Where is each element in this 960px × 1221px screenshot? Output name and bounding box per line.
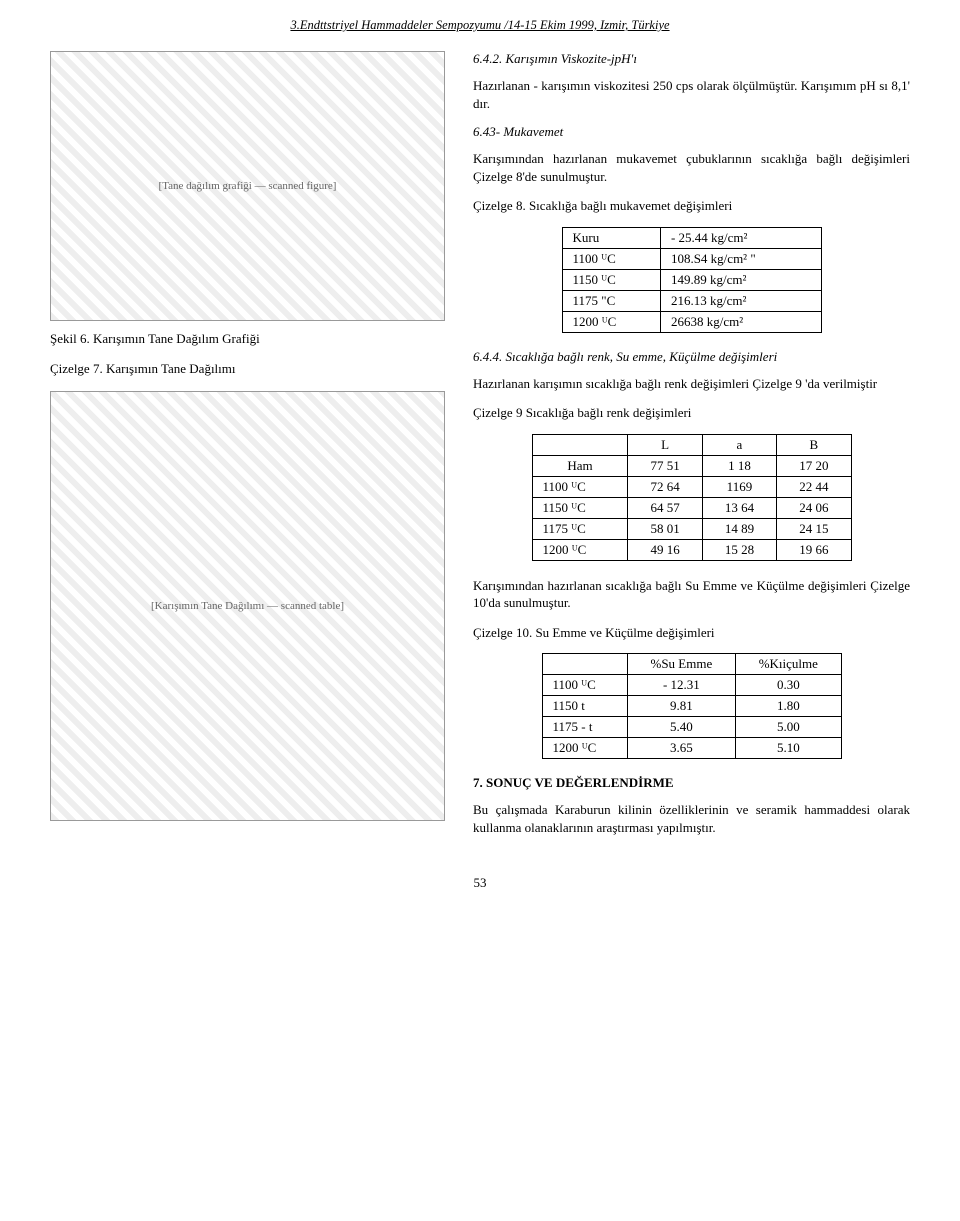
cell: 72 64 xyxy=(628,476,702,497)
cell: 1150 ᵁC xyxy=(532,497,628,518)
cell: 5.10 xyxy=(736,738,841,759)
figure-6-caption: Şekil 6. Karışımın Tane Dağılım Grafiği xyxy=(50,331,445,347)
table-row: 1100 ᵁC72 64116922 44 xyxy=(532,476,851,497)
section-644-title: 6.4.4. Sıcaklığa bağlı renk, Su emme, Kü… xyxy=(473,349,910,365)
section-643-paragraph: Karışımından hazırlanan mukavemet çubukl… xyxy=(473,150,910,185)
page-number: 53 xyxy=(50,875,910,891)
figure-6-graph: [Tane dağılım grafiği — scanned figure] xyxy=(50,51,445,321)
right-column: 6.4.2. Karışımın Viskozite-jpH'ı Hazırla… xyxy=(473,51,910,849)
table-row: 1175 "C216.13 kg/cm² xyxy=(562,290,821,311)
cell: 1200 ᵁC xyxy=(562,311,660,332)
table-header-row: %Su Emme %Kıiçulme xyxy=(542,654,841,675)
table-10-caption: Çizelge 10. Su Emme ve Küçülme değişimle… xyxy=(473,624,910,642)
cell: 15 28 xyxy=(702,539,776,560)
cell: 1200 ᵁC xyxy=(532,539,628,560)
section-643-title: 6.43- Mukavemet xyxy=(473,124,910,140)
table-row: 1150 ᵁC64 5713 6424 06 xyxy=(532,497,851,518)
cell: 5.00 xyxy=(736,717,841,738)
cell: 58 01 xyxy=(628,518,702,539)
cell: 1 18 xyxy=(702,455,776,476)
cell: 1150 ᵁC xyxy=(562,269,660,290)
cell: 26638 kg/cm² xyxy=(660,311,821,332)
running-header: 3.Endttstriyel Hammaddeler Sempozyumu /1… xyxy=(50,18,910,33)
cell: a xyxy=(702,434,776,455)
table-row: 1175 ᵁC58 0114 8924 15 xyxy=(532,518,851,539)
cell: 64 57 xyxy=(628,497,702,518)
section-644-paragraph: Hazırlanan karışımın sıcaklığa bağlı ren… xyxy=(473,375,910,393)
left-column: [Tane dağılım grafiği — scanned figure] … xyxy=(50,51,445,849)
cell: 9.81 xyxy=(627,696,736,717)
table-row: 1200 ᵁC49 1615 2819 66 xyxy=(532,539,851,560)
cell: 3.65 xyxy=(627,738,736,759)
paragraph-after-table-9: Karışımından hazırlanan sıcaklığa bağlı … xyxy=(473,577,910,612)
cell: 1100 ᵁC xyxy=(562,248,660,269)
cell: %Kıiçulme xyxy=(736,654,841,675)
table-8: Kuru- 25.44 kg/cm² 1100 ᵁC108.S4 kg/cm² … xyxy=(562,227,822,333)
cell: Kuru xyxy=(562,227,660,248)
cell: 1100 ᵁC xyxy=(542,675,627,696)
table-10: %Su Emme %Kıiçulme 1100 ᵁC- 12.310.30 11… xyxy=(542,653,842,759)
table-row: 1100 ᵁC- 12.310.30 xyxy=(542,675,841,696)
cell: 1175 ᵁC xyxy=(532,518,628,539)
cell: 14 89 xyxy=(702,518,776,539)
cell: 1175 "C xyxy=(562,290,660,311)
cell: 13 64 xyxy=(702,497,776,518)
table-9-caption: Çizelge 9 Sıcaklığa bağlı renk değişimle… xyxy=(473,404,910,422)
cell: 1150 t xyxy=(542,696,627,717)
table-row: Kuru- 25.44 kg/cm² xyxy=(562,227,821,248)
cell: 0.30 xyxy=(736,675,841,696)
cell: 19 66 xyxy=(777,539,851,560)
cell xyxy=(542,654,627,675)
cell: 1175 - t xyxy=(542,717,627,738)
cell: 1.80 xyxy=(736,696,841,717)
cell: 77 51 xyxy=(628,455,702,476)
cell: 49 16 xyxy=(628,539,702,560)
table-row: 1150 ᵁC149.89 kg/cm² xyxy=(562,269,821,290)
table-row: 1100 ᵁC108.S4 kg/cm² " xyxy=(562,248,821,269)
table-9: L a B Ham77 511 1817 20 1100 ᵁC72 641169… xyxy=(532,434,852,561)
cell: 108.S4 kg/cm² " xyxy=(660,248,821,269)
table-7-scan: [Karışımın Tane Dağılımı — scanned table… xyxy=(50,391,445,821)
table-row: 1175 - t5.405.00 xyxy=(542,717,841,738)
cell: L xyxy=(628,434,702,455)
table-7-caption: Çizelge 7. Karışımın Tane Dağılımı xyxy=(50,361,445,377)
two-column-layout: [Tane dağılım grafiği — scanned figure] … xyxy=(50,51,910,849)
cell: - 25.44 kg/cm² xyxy=(660,227,821,248)
section-7-title: 7. SONUÇ VE DEĞERLENDİRME xyxy=(473,775,910,791)
cell: 1100 ᵁC xyxy=(532,476,628,497)
cell xyxy=(532,434,628,455)
cell: 1169 xyxy=(702,476,776,497)
cell: 149.89 kg/cm² xyxy=(660,269,821,290)
cell: Ham xyxy=(532,455,628,476)
cell: 216.13 kg/cm² xyxy=(660,290,821,311)
cell: 24 15 xyxy=(777,518,851,539)
cell: %Su Emme xyxy=(627,654,736,675)
cell: - 12.31 xyxy=(627,675,736,696)
table-row: Ham77 511 1817 20 xyxy=(532,455,851,476)
section-642-paragraph: Hazırlanan - karışımın viskozitesi 250 c… xyxy=(473,77,910,112)
table-row: 1150 t9.811.80 xyxy=(542,696,841,717)
cell: 1200 ᵁC xyxy=(542,738,627,759)
section-7-paragraph: Bu çalışmada Karaburun kilinin özellikle… xyxy=(473,801,910,836)
cell: 22 44 xyxy=(777,476,851,497)
table-8-caption: Çizelge 8. Sıcaklığa bağlı mukavemet değ… xyxy=(473,197,910,215)
table-header-row: L a B xyxy=(532,434,851,455)
cell: B xyxy=(777,434,851,455)
cell: 5.40 xyxy=(627,717,736,738)
section-642-title: 6.4.2. Karışımın Viskozite-jpH'ı xyxy=(473,51,910,67)
cell: 24 06 xyxy=(777,497,851,518)
table-row: 1200 ᵁC3.655.10 xyxy=(542,738,841,759)
cell: 17 20 xyxy=(777,455,851,476)
table-row: 1200 ᵁC26638 kg/cm² xyxy=(562,311,821,332)
